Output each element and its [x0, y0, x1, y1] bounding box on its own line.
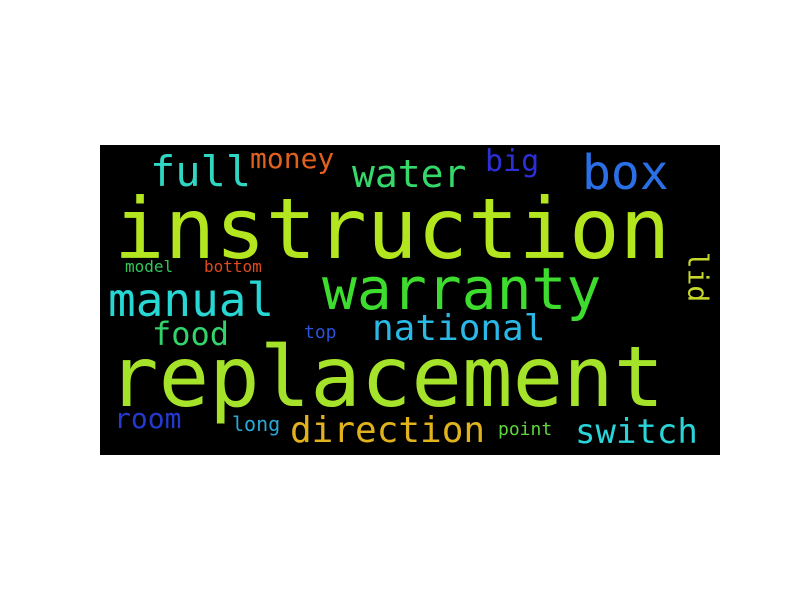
word-box: box [582, 145, 669, 201]
word-cloud: instruction replacement warranty manual … [100, 145, 720, 455]
word-replacement: replacement [108, 328, 665, 426]
word-national: national [372, 308, 546, 349]
word-big: big [485, 145, 540, 179]
word-lid: lid [681, 251, 715, 303]
word-instruction: instruction [114, 180, 671, 278]
word-top: top [304, 322, 337, 343]
word-warranty: warranty [322, 255, 602, 323]
word-long: long [232, 412, 281, 436]
word-bottom: bottom [204, 257, 262, 276]
word-direction: direction [290, 410, 486, 451]
word-model: model [125, 257, 174, 276]
word-room: room [114, 402, 182, 435]
word-manual: manual [108, 273, 275, 327]
word-money: money [250, 145, 335, 175]
word-water: water [352, 152, 467, 196]
word-full: full [150, 147, 252, 196]
word-food: food [152, 315, 230, 353]
word-point: point [498, 419, 553, 440]
word-switch: switch [575, 412, 698, 452]
